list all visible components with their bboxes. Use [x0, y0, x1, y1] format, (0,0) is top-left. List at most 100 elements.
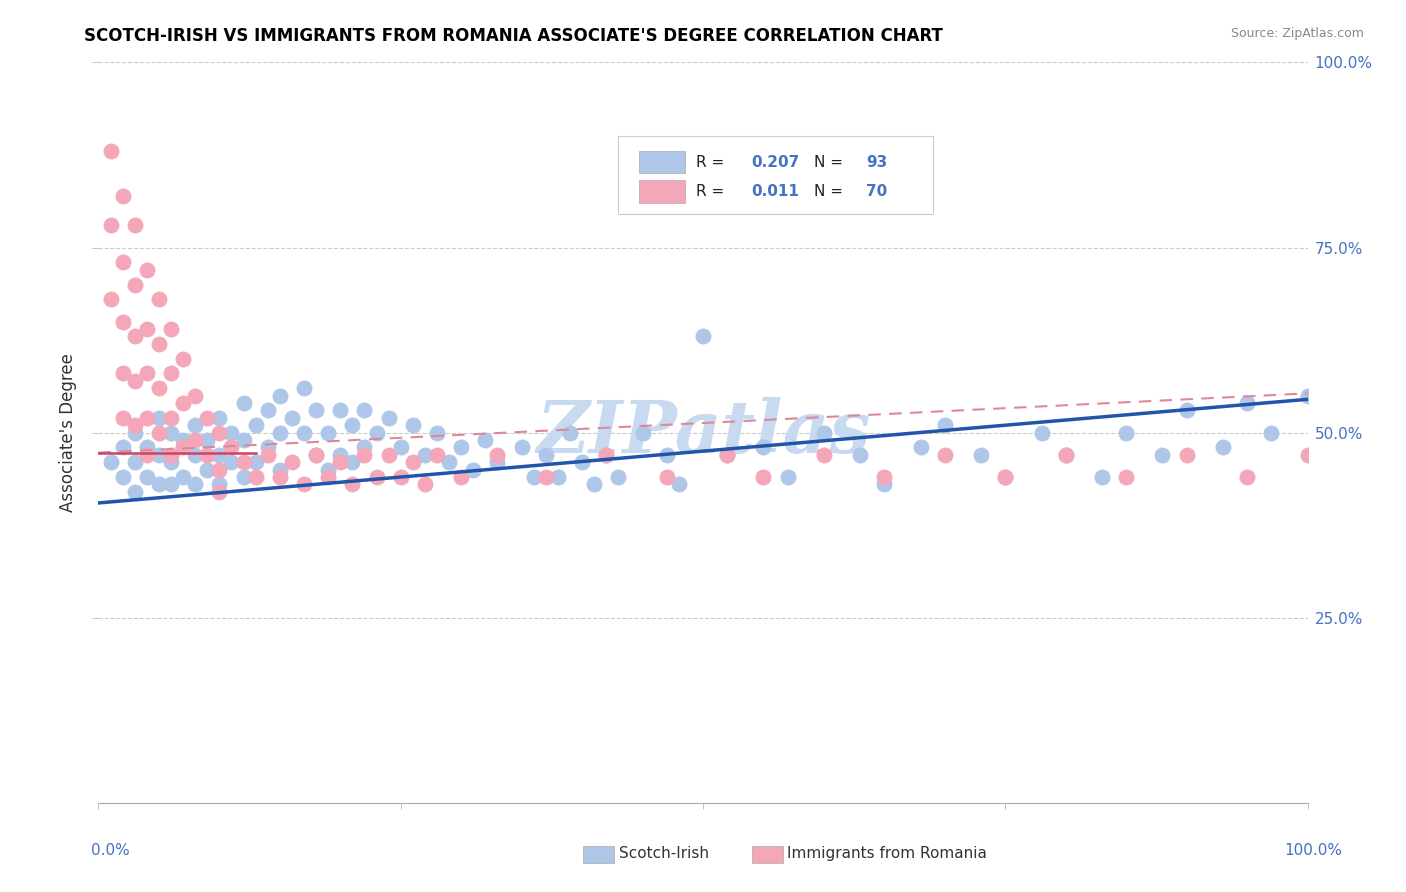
- Point: [281, 455, 304, 469]
- Point: [184, 418, 207, 433]
- Point: [148, 477, 170, 491]
- Point: [245, 470, 267, 484]
- Point: [353, 441, 375, 455]
- Point: [1152, 448, 1174, 462]
- Point: [316, 425, 339, 440]
- Text: R =: R =: [696, 154, 728, 169]
- Point: [124, 418, 146, 433]
- Point: [692, 329, 714, 343]
- Point: [402, 455, 425, 469]
- Point: [450, 441, 472, 455]
- Point: [377, 448, 399, 462]
- Point: [148, 336, 170, 351]
- Point: [1115, 470, 1137, 484]
- Point: [160, 477, 183, 491]
- Point: [413, 448, 436, 462]
- Text: 0.207: 0.207: [751, 154, 800, 169]
- Point: [873, 470, 896, 484]
- Point: [160, 425, 183, 440]
- Point: [184, 388, 207, 402]
- Point: [450, 470, 472, 484]
- Point: [292, 477, 315, 491]
- Point: [329, 448, 352, 462]
- Point: [292, 381, 315, 395]
- Point: [402, 418, 425, 433]
- FancyBboxPatch shape: [638, 151, 685, 173]
- Point: [195, 448, 218, 462]
- Point: [232, 470, 254, 484]
- Point: [1054, 448, 1077, 462]
- Point: [135, 448, 157, 462]
- Point: [776, 470, 799, 484]
- Point: [1175, 448, 1198, 462]
- Point: [124, 219, 146, 233]
- Point: [934, 418, 956, 433]
- Point: [184, 477, 207, 491]
- Point: [208, 425, 231, 440]
- Point: [111, 314, 134, 328]
- Point: [184, 433, 207, 447]
- Point: [172, 396, 194, 410]
- Point: [100, 293, 122, 307]
- Point: [256, 441, 278, 455]
- Point: [305, 448, 328, 462]
- Point: [111, 255, 134, 269]
- Point: [342, 455, 364, 469]
- Point: [329, 403, 352, 417]
- Point: [523, 470, 546, 484]
- Point: [111, 188, 134, 202]
- Point: [208, 448, 231, 462]
- Point: [160, 448, 183, 462]
- Point: [269, 462, 291, 476]
- Text: 100.0%: 100.0%: [1285, 843, 1343, 858]
- Point: [232, 455, 254, 469]
- Point: [595, 448, 617, 462]
- Point: [1091, 470, 1114, 484]
- Point: [208, 462, 231, 476]
- Point: [426, 448, 449, 462]
- Point: [1212, 441, 1234, 455]
- Point: [1236, 470, 1258, 484]
- FancyBboxPatch shape: [619, 136, 932, 214]
- Point: [366, 425, 388, 440]
- Point: [558, 425, 581, 440]
- Point: [135, 322, 157, 336]
- Point: [148, 410, 170, 425]
- Text: SCOTCH-IRISH VS IMMIGRANTS FROM ROMANIA ASSOCIATE'S DEGREE CORRELATION CHART: SCOTCH-IRISH VS IMMIGRANTS FROM ROMANIA …: [84, 27, 943, 45]
- Point: [256, 403, 278, 417]
- Point: [474, 433, 496, 447]
- Point: [426, 425, 449, 440]
- Point: [595, 448, 617, 462]
- Point: [305, 403, 328, 417]
- Point: [655, 470, 678, 484]
- Point: [232, 396, 254, 410]
- Point: [486, 455, 509, 469]
- Text: Immigrants from Romania: Immigrants from Romania: [787, 847, 987, 861]
- Point: [353, 448, 375, 462]
- Point: [316, 462, 339, 476]
- Point: [195, 462, 218, 476]
- Point: [195, 410, 218, 425]
- Point: [305, 448, 328, 462]
- Point: [583, 477, 606, 491]
- Point: [148, 381, 170, 395]
- Point: [148, 425, 170, 440]
- Point: [655, 448, 678, 462]
- Point: [463, 462, 485, 476]
- Point: [1236, 396, 1258, 410]
- Point: [910, 441, 932, 455]
- Point: [135, 470, 157, 484]
- Y-axis label: Associate's Degree: Associate's Degree: [59, 353, 77, 512]
- Point: [292, 425, 315, 440]
- Point: [534, 470, 557, 484]
- Point: [172, 470, 194, 484]
- Text: N =: N =: [814, 154, 848, 169]
- Point: [100, 219, 122, 233]
- Point: [813, 425, 835, 440]
- Text: 70: 70: [866, 184, 887, 199]
- Point: [208, 484, 231, 499]
- Point: [148, 293, 170, 307]
- Point: [716, 448, 738, 462]
- Point: [281, 410, 304, 425]
- Point: [413, 477, 436, 491]
